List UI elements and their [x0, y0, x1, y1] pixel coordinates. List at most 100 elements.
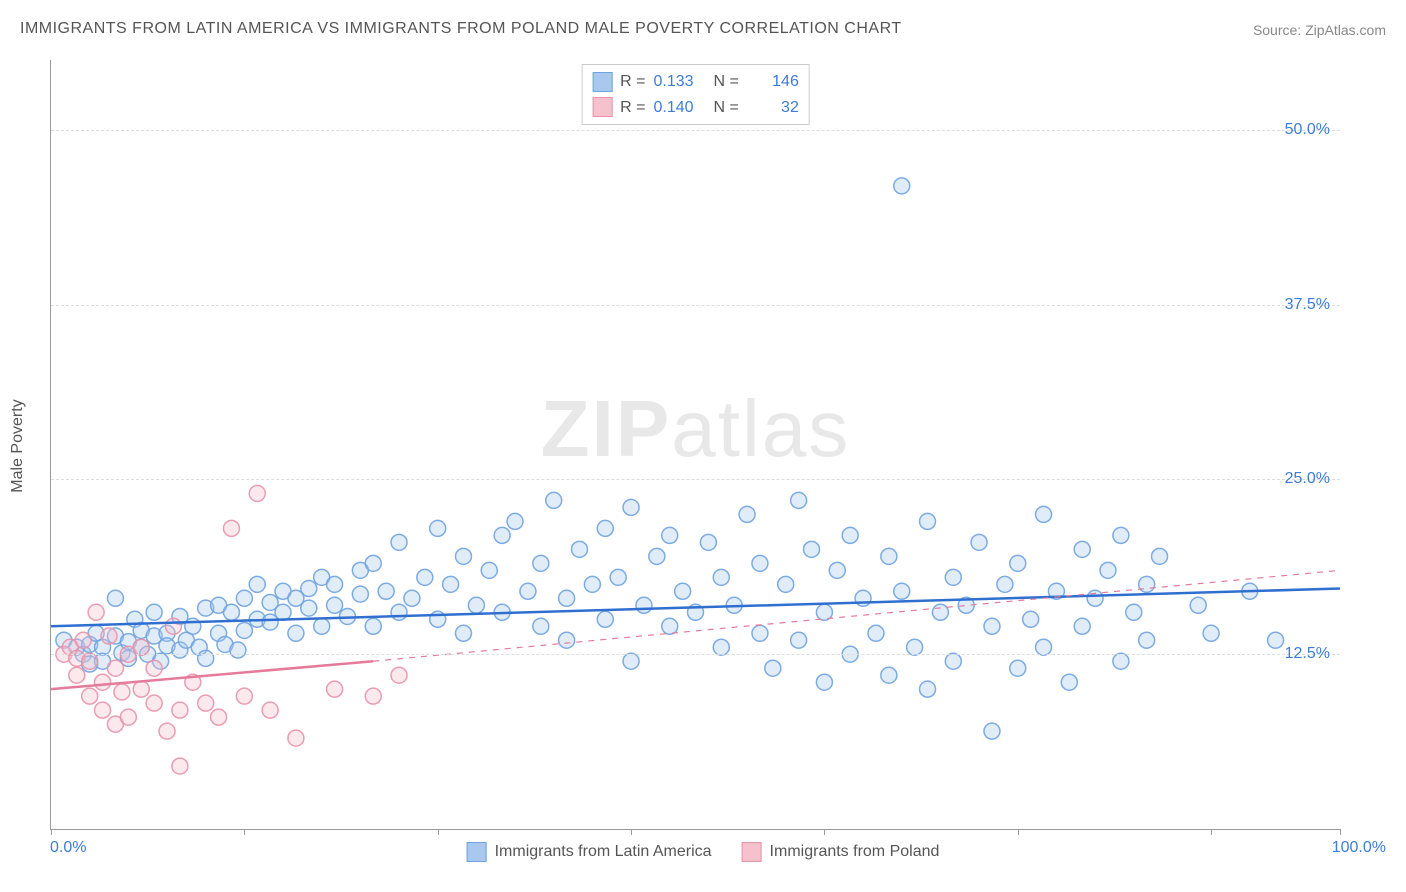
stats-legend: R = 0.133 N = 146R = 0.140 N = 32: [581, 64, 810, 125]
scatter-point: [778, 576, 794, 592]
scatter-point: [559, 632, 575, 648]
scatter-point: [533, 555, 549, 571]
legend-item: Immigrants from Poland: [742, 842, 940, 862]
scatter-point: [75, 632, 91, 648]
gridline: [51, 654, 1340, 655]
stat-n-label: N =: [714, 69, 739, 95]
scatter-point: [752, 625, 768, 641]
scatter-point: [455, 625, 471, 641]
scatter-point: [649, 548, 665, 564]
stat-n-value: 32: [747, 95, 799, 121]
scatter-point: [713, 569, 729, 585]
scatter-point: [1126, 604, 1142, 620]
scatter-point: [365, 618, 381, 634]
y-tick-label: 25.0%: [1285, 470, 1330, 488]
scatter-point: [1036, 639, 1052, 655]
scatter-point: [146, 660, 162, 676]
y-tick-label: 12.5%: [1285, 645, 1330, 663]
scatter-point: [223, 520, 239, 536]
stat-r-value: 0.133: [654, 69, 706, 95]
stat-r-label: R =: [620, 95, 645, 121]
scatter-point: [417, 569, 433, 585]
stat-r-value: 0.140: [654, 95, 706, 121]
scatter-point: [945, 653, 961, 669]
x-axis-max-label: 100.0%: [1332, 839, 1386, 857]
scatter-point: [230, 642, 246, 658]
scatter-point: [1152, 548, 1168, 564]
scatter-point: [765, 660, 781, 676]
scatter-point: [275, 604, 291, 620]
scatter-point: [82, 653, 98, 669]
scatter-point: [1139, 576, 1155, 592]
scatter-point: [249, 485, 265, 501]
scatter-point: [95, 702, 111, 718]
scatter-point: [185, 618, 201, 634]
scatter-point: [301, 581, 317, 597]
scatter-point: [984, 618, 1000, 634]
scatter-point: [120, 709, 136, 725]
scatter-point: [1203, 625, 1219, 641]
scatter-point: [868, 625, 884, 641]
scatter-point: [133, 639, 149, 655]
x-tick-mark: [1018, 829, 1019, 835]
scatter-point: [597, 611, 613, 627]
scatter-point: [662, 527, 678, 543]
scatter-point: [249, 576, 265, 592]
scatter-point: [198, 695, 214, 711]
scatter-point: [1139, 632, 1155, 648]
scatter-point: [610, 569, 626, 585]
scatter-point: [327, 681, 343, 697]
scatter-point: [1061, 674, 1077, 690]
scatter-point: [791, 632, 807, 648]
scatter-point: [842, 527, 858, 543]
stat-n-value: 146: [747, 69, 799, 95]
scatter-point: [1010, 555, 1026, 571]
scatter-point: [984, 723, 1000, 739]
scatter-point: [881, 548, 897, 564]
x-tick-mark: [438, 829, 439, 835]
x-tick-mark: [1211, 829, 1212, 835]
scatter-point: [314, 618, 330, 634]
scatter-point: [816, 674, 832, 690]
scatter-point: [662, 618, 678, 634]
scatter-point: [1036, 506, 1052, 522]
scatter-point: [82, 688, 98, 704]
scatter-point: [920, 513, 936, 529]
scatter-point: [172, 702, 188, 718]
scatter-point: [920, 681, 936, 697]
scatter-point: [829, 562, 845, 578]
scatter-point: [623, 653, 639, 669]
scatter-point: [301, 600, 317, 616]
scatter-point: [468, 597, 484, 613]
scatter-point: [95, 674, 111, 690]
scatter-point: [430, 520, 446, 536]
scatter-point: [700, 534, 716, 550]
scatter-point: [1074, 541, 1090, 557]
scatter-point: [997, 576, 1013, 592]
y-tick-label: 50.0%: [1285, 121, 1330, 139]
scatter-point: [159, 723, 175, 739]
scatter-point: [378, 583, 394, 599]
scatter-point: [623, 499, 639, 515]
scatter-point: [533, 618, 549, 634]
scatter-point: [88, 604, 104, 620]
legend-swatch: [592, 97, 612, 117]
scatter-point: [236, 688, 252, 704]
stats-legend-row: R = 0.133 N = 146: [592, 69, 799, 95]
scatter-point: [597, 520, 613, 536]
legend-swatch: [592, 72, 612, 92]
x-tick-mark: [824, 829, 825, 835]
gridline: [51, 130, 1340, 131]
scatter-point: [114, 684, 130, 700]
scatter-point: [1268, 632, 1284, 648]
scatter-point: [881, 667, 897, 683]
trend-line-extrapolated: [373, 570, 1340, 661]
stat-r-label: R =: [620, 69, 645, 95]
scatter-point: [69, 667, 85, 683]
scatter-point: [1023, 611, 1039, 627]
scatter-point: [507, 513, 523, 529]
scatter-point: [404, 590, 420, 606]
legend-swatch: [742, 842, 762, 862]
source-label: Source: ZipAtlas.com: [1253, 22, 1386, 38]
scatter-point: [675, 583, 691, 599]
